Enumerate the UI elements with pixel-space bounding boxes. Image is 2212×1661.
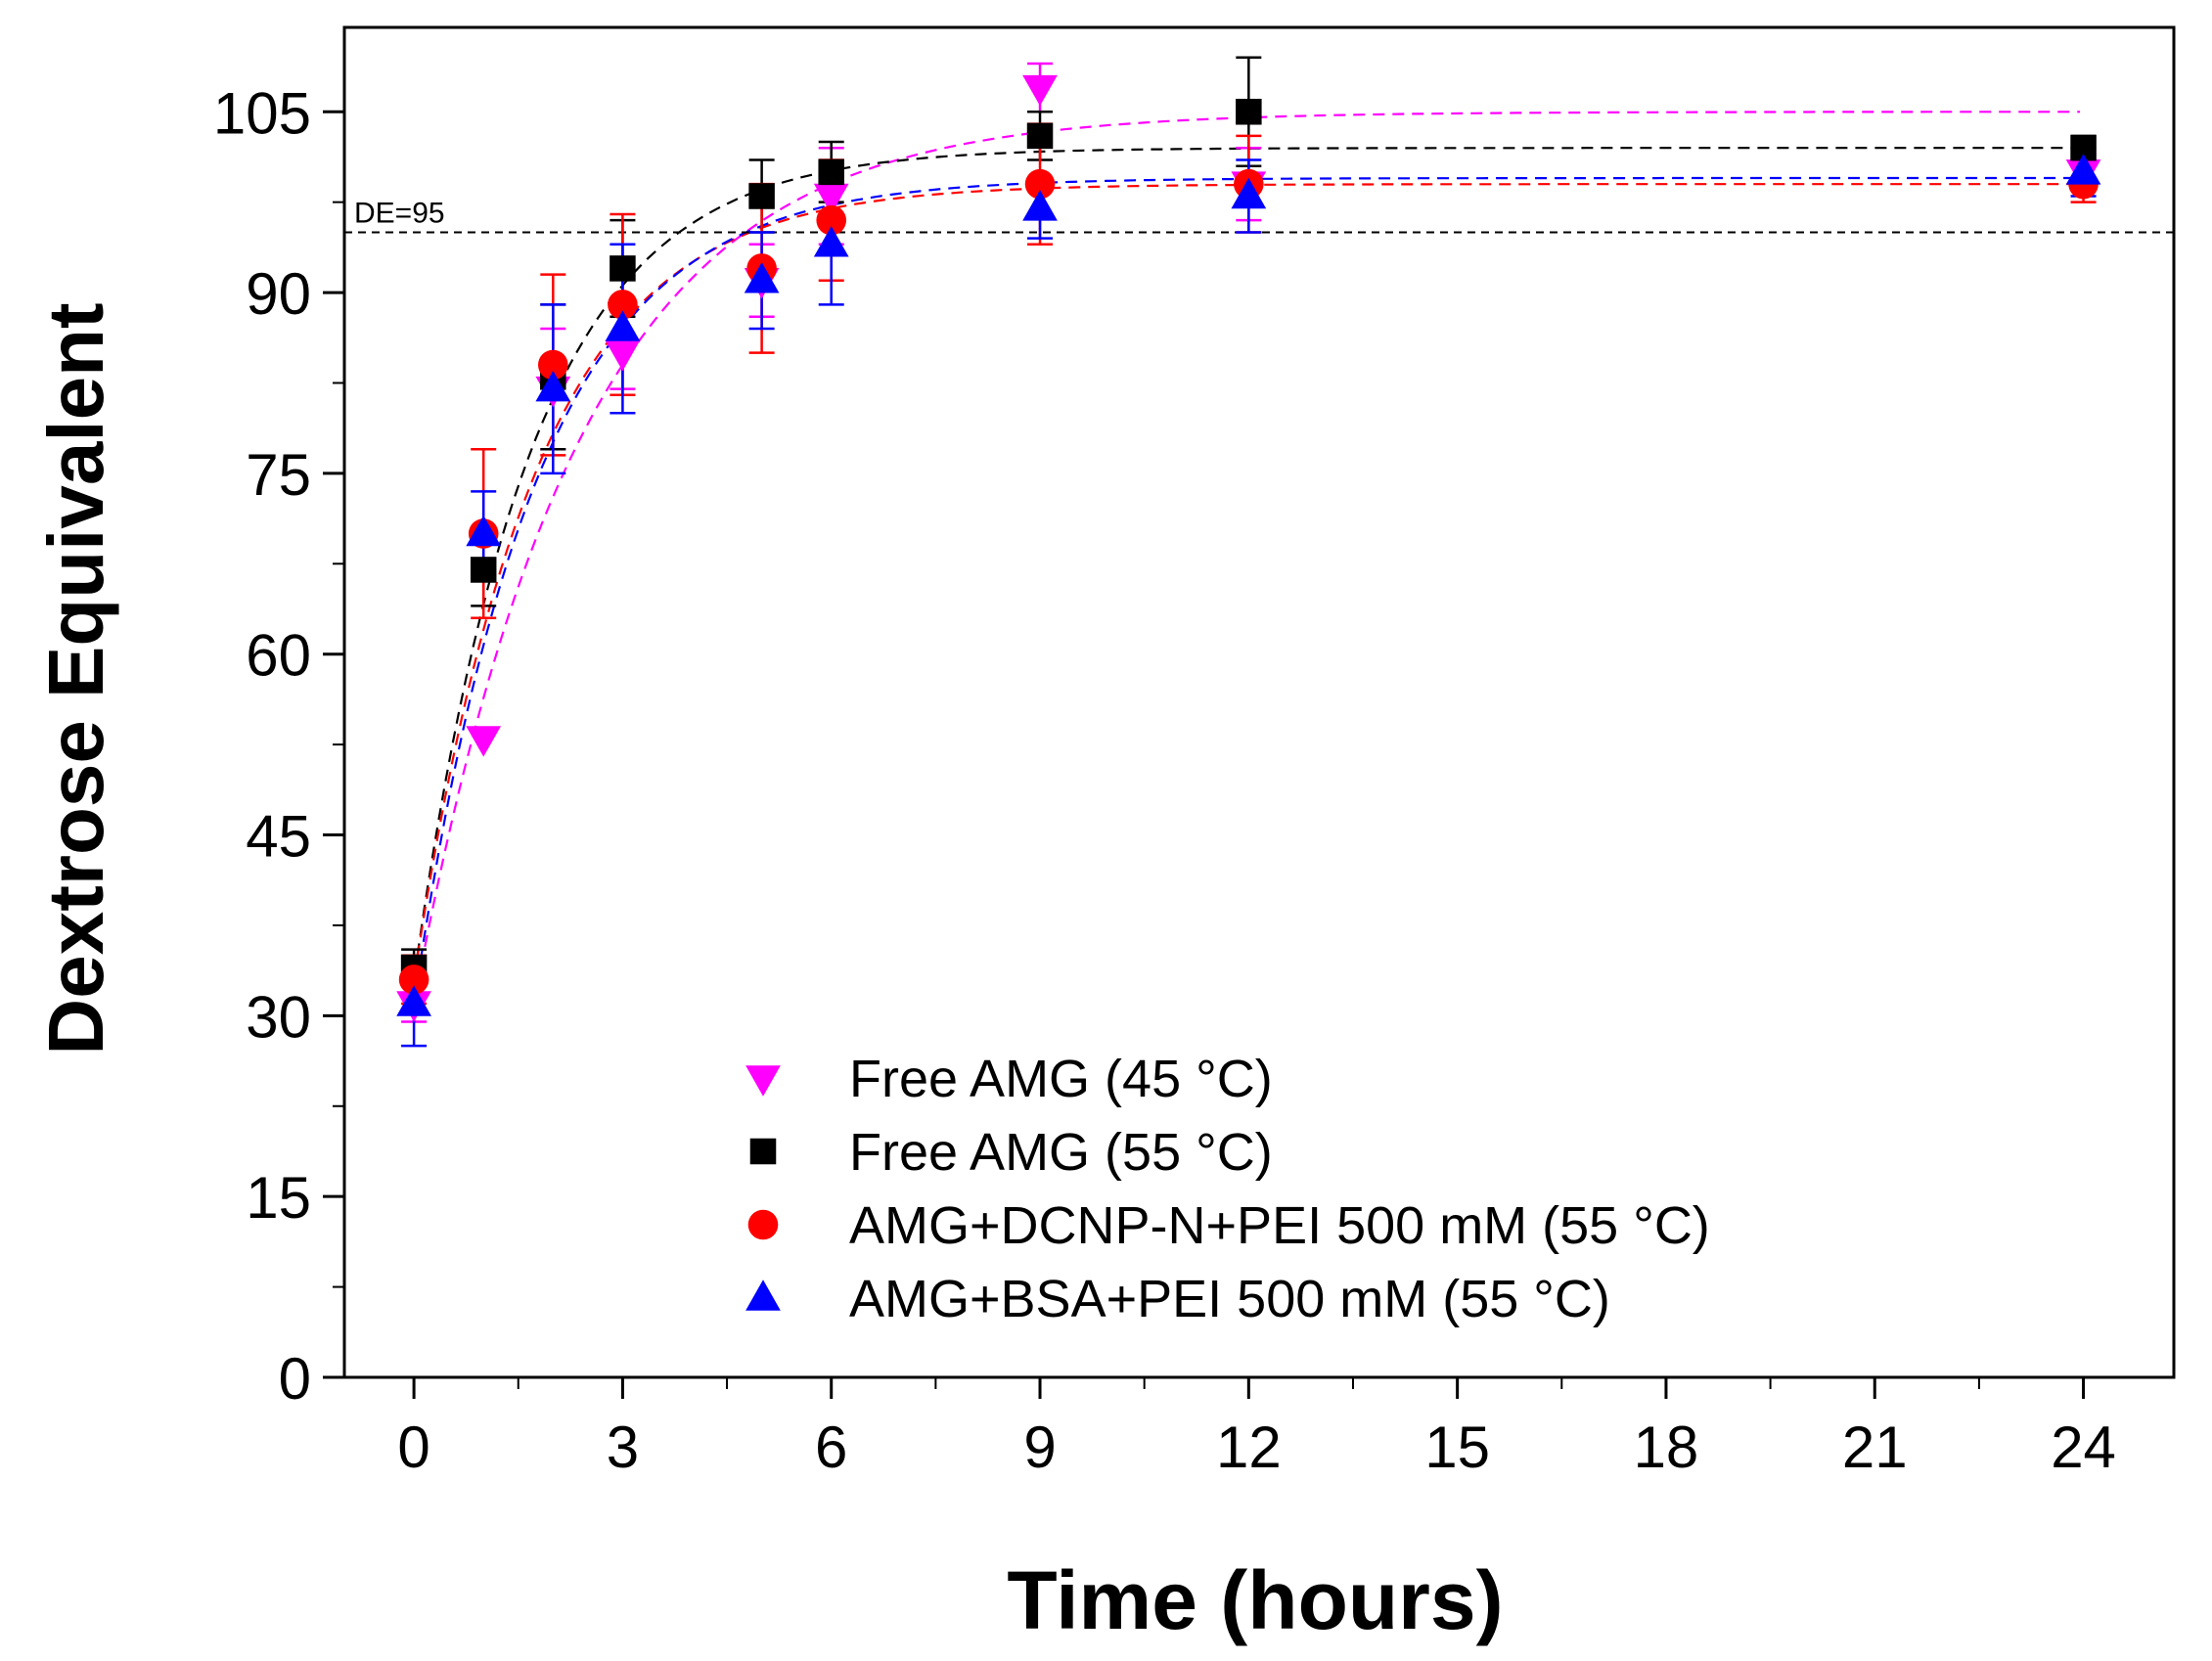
- point-s1-p6: [813, 183, 849, 215]
- fit-curves: [416, 111, 2080, 986]
- y-tick-label-3: 30: [246, 984, 311, 1050]
- point-s2-p4: [609, 255, 636, 282]
- legend-label-3: AMG+DCNP-N+PEI 500 mM (55 °C): [849, 1196, 1710, 1255]
- y-axis-ticks: 0 15 30 45 60 75 90 105: [213, 80, 344, 1412]
- point-s3-p7: [1024, 168, 1056, 200]
- x-tick-label-2: 3: [607, 1414, 639, 1480]
- y-tick-label-8: 105: [213, 80, 311, 146]
- legend: Free AMG (45 °C) Free AMG (55 °C) AMG+DCNP…: [745, 1050, 1710, 1328]
- data-points: [396, 74, 2101, 1022]
- point-s4-p5: [744, 262, 780, 293]
- point-s3-p1: [398, 965, 429, 995]
- x-tick-label-4: 9: [1023, 1414, 1056, 1480]
- x-tick-label-5: 12: [1216, 1414, 1282, 1480]
- legend-marker-2: [749, 1138, 777, 1165]
- y-axis-title: Dextrose Equivalent: [32, 302, 119, 1055]
- y-tick-label-6: 75: [246, 442, 311, 508]
- point-s2-p8: [1236, 98, 1262, 125]
- point-s3-p4: [608, 290, 638, 320]
- x-axis-title: Time (hours): [1007, 1554, 1503, 1646]
- point-s3-p3: [538, 349, 568, 381]
- point-s4-p4: [605, 310, 641, 341]
- y-tick-label-2: 15: [246, 1165, 311, 1231]
- legend-label-2: Free AMG (55 °C): [849, 1123, 1273, 1182]
- legend-marker-1: [745, 1065, 781, 1097]
- fit-curve-series-2: [416, 147, 2080, 956]
- point-s3-p6: [816, 204, 847, 236]
- point-s4-p7: [1022, 190, 1058, 221]
- point-s2-p2: [470, 557, 497, 583]
- x-tick-label-8: 21: [1842, 1414, 1908, 1480]
- point-s1-p7: [1022, 74, 1058, 107]
- point-s4-p9: [2065, 154, 2101, 185]
- fit-curve-series-4: [416, 176, 2080, 981]
- legend-item-3: AMG+DCNP-N+PEI 500 mM (55 °C): [747, 1196, 1710, 1255]
- point-s4-p2: [466, 515, 502, 547]
- y-tick-label-5: 60: [246, 623, 311, 689]
- x-tick-label-3: 6: [815, 1414, 847, 1480]
- fit-curve-series-3: [416, 183, 2080, 958]
- legend-item-4: AMG+BSA+PEI 500 mM (55 °C): [745, 1270, 1610, 1328]
- y-tick-label-4: 45: [246, 804, 311, 870]
- plot-frame: [342, 25, 2176, 1379]
- legend-label-4: AMG+BSA+PEI 500 mM (55 °C): [849, 1270, 1610, 1328]
- legend-marker-3: [747, 1209, 779, 1240]
- x-tick-label-7: 18: [1634, 1414, 1699, 1480]
- x-axis-ticks: 0 3 6 9 12 15 18 21 24: [397, 1377, 2116, 1480]
- reference-line-label: DE=95: [354, 197, 445, 229]
- fit-curve-series-1: [416, 111, 2080, 986]
- y-tick-label-1: 0: [279, 1346, 311, 1412]
- point-s2-p6: [818, 158, 844, 186]
- y-tick-label-7: 90: [246, 261, 311, 327]
- legend-label-1: Free AMG (45 °C): [849, 1050, 1273, 1108]
- point-s4-p8: [1231, 177, 1267, 209]
- point-s2-p5: [748, 183, 775, 209]
- legend-item-2: Free AMG (55 °C): [749, 1123, 1273, 1182]
- point-s2-p7: [1026, 122, 1054, 150]
- point-s1-p2: [466, 726, 502, 757]
- point-s4-p6: [813, 226, 849, 257]
- x-tick-label-9: 24: [2051, 1414, 2116, 1480]
- point-s1-p4: [605, 339, 641, 372]
- point-s4-p1: [396, 985, 431, 1016]
- legend-item-1: Free AMG (45 °C): [745, 1050, 1273, 1108]
- point-s4-p3: [535, 370, 571, 402]
- x-tick-label-6: 15: [1424, 1414, 1490, 1480]
- legend-marker-4: [745, 1279, 781, 1311]
- x-tick-label-1: 0: [397, 1414, 429, 1480]
